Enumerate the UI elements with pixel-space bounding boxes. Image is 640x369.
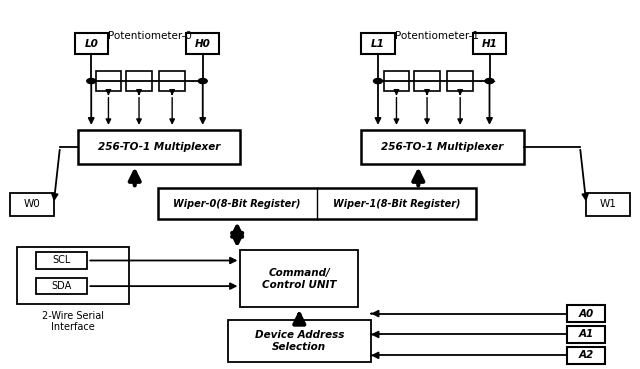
FancyBboxPatch shape xyxy=(75,33,108,55)
FancyBboxPatch shape xyxy=(157,188,476,219)
Text: SDA: SDA xyxy=(52,281,72,291)
FancyBboxPatch shape xyxy=(36,252,88,269)
Text: W1: W1 xyxy=(600,199,616,209)
Text: 2-Wire Serial
Interface: 2-Wire Serial Interface xyxy=(42,311,104,332)
Text: Command/
Control UNIT: Command/ Control UNIT xyxy=(262,268,337,290)
Text: Potentiometer-0: Potentiometer-0 xyxy=(108,31,192,41)
Text: H0: H0 xyxy=(195,39,211,49)
Circle shape xyxy=(485,79,494,84)
Text: H1: H1 xyxy=(481,39,497,49)
FancyBboxPatch shape xyxy=(17,247,129,304)
Text: Potentiometer-1: Potentiometer-1 xyxy=(395,31,479,41)
Circle shape xyxy=(374,79,383,84)
Circle shape xyxy=(87,79,96,84)
Text: 256-TO-1 Multiplexer: 256-TO-1 Multiplexer xyxy=(98,142,220,152)
FancyBboxPatch shape xyxy=(567,326,605,343)
FancyBboxPatch shape xyxy=(159,71,185,91)
Text: - - -: - - - xyxy=(191,76,208,86)
FancyBboxPatch shape xyxy=(126,71,152,91)
Text: W0: W0 xyxy=(24,199,40,209)
FancyBboxPatch shape xyxy=(362,130,524,164)
Text: 256-TO-1 Multiplexer: 256-TO-1 Multiplexer xyxy=(381,142,504,152)
FancyBboxPatch shape xyxy=(96,71,121,91)
Text: A1: A1 xyxy=(579,330,594,339)
FancyBboxPatch shape xyxy=(362,33,394,55)
Text: L1: L1 xyxy=(371,39,385,49)
Text: Device Address
Selection: Device Address Selection xyxy=(255,330,344,352)
FancyBboxPatch shape xyxy=(186,33,220,55)
FancyBboxPatch shape xyxy=(567,306,605,322)
Text: Wiper-0(8-Bit Register): Wiper-0(8-Bit Register) xyxy=(173,199,301,209)
FancyBboxPatch shape xyxy=(36,278,88,294)
FancyBboxPatch shape xyxy=(414,71,440,91)
FancyBboxPatch shape xyxy=(473,33,506,55)
Text: Wiper-1(8-Bit Register): Wiper-1(8-Bit Register) xyxy=(333,199,460,209)
FancyBboxPatch shape xyxy=(447,71,473,91)
FancyBboxPatch shape xyxy=(228,320,371,362)
Text: SCL: SCL xyxy=(52,255,71,265)
FancyBboxPatch shape xyxy=(586,193,630,215)
FancyBboxPatch shape xyxy=(78,130,241,164)
Text: - - -: - - - xyxy=(479,76,496,86)
FancyBboxPatch shape xyxy=(567,347,605,363)
FancyBboxPatch shape xyxy=(241,251,358,307)
FancyBboxPatch shape xyxy=(384,71,409,91)
FancyBboxPatch shape xyxy=(10,193,54,215)
Text: L0: L0 xyxy=(84,39,98,49)
Text: A0: A0 xyxy=(579,308,594,318)
Circle shape xyxy=(198,79,207,84)
Text: A2: A2 xyxy=(579,350,594,361)
